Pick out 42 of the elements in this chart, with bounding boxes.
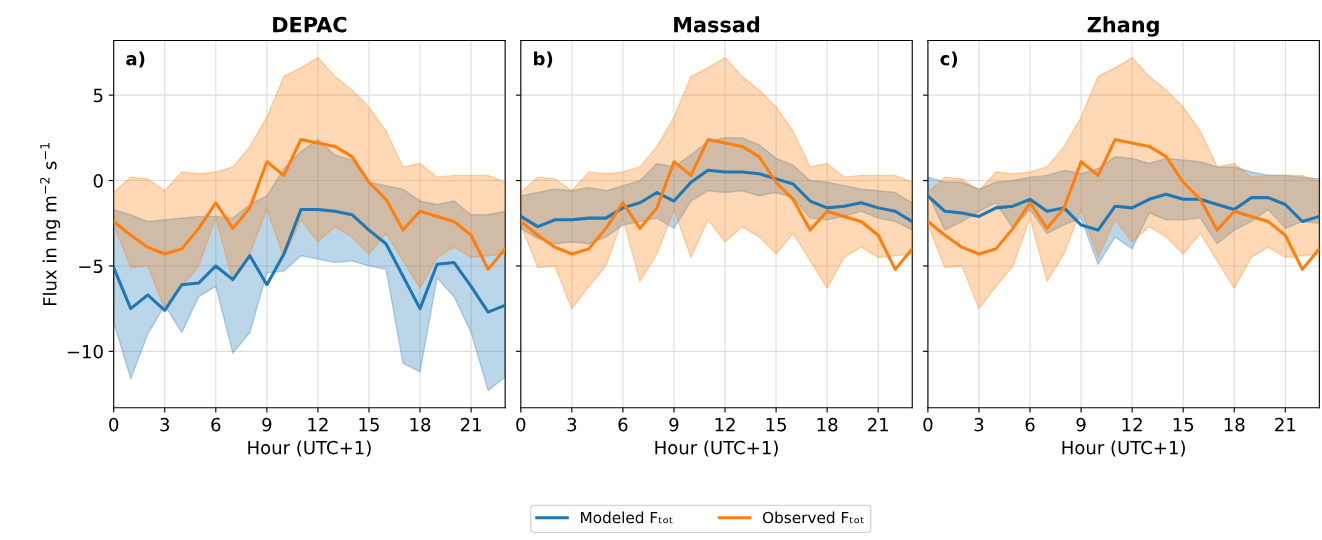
- x-axis-title: Hour (UTC+1): [1062, 440, 1185, 457]
- x-tick-label: 3: [160, 417, 170, 432]
- chart-title: Massad: [674, 16, 760, 33]
- chart-title: DEPAC: [273, 16, 347, 33]
- x-tick-label: 15: [1173, 417, 1194, 432]
- x-axis-title: Hour (UTC+1): [655, 440, 778, 457]
- x-tick-label: 15: [359, 417, 379, 432]
- annotation: b): [534, 51, 553, 68]
- y-tick-label: −5: [79, 259, 103, 274]
- x-tick-label: 21: [868, 417, 889, 432]
- x-tick-label: 9: [262, 417, 272, 432]
- x-tick-label: 9: [669, 417, 679, 432]
- x-tick-label: 6: [211, 417, 221, 432]
- legend-label: Modeled Fₜₒₜ: [581, 511, 673, 524]
- x-tick-label: 6: [618, 417, 628, 432]
- x-tick-label: 12: [1122, 417, 1142, 432]
- x-tick-label: 3: [974, 417, 984, 432]
- x-axis-title: Hour (UTC+1): [248, 440, 371, 457]
- y-tick-label: 5: [93, 88, 103, 103]
- x-tick-label: 6: [1025, 417, 1035, 432]
- annotation: a): [126, 51, 145, 68]
- x-tick-label: 9: [1076, 417, 1086, 432]
- x-tick-label: 0: [923, 417, 933, 432]
- y-axis-title: Flux in ng m$^{−2}$ s$^{−1}$: [40, 143, 61, 306]
- line-series: [113, 138, 506, 271]
- x-tick-label: 12: [308, 417, 328, 432]
- y-tick-label: 0: [93, 174, 103, 188]
- chart-title: Zhang: [1087, 16, 1159, 37]
- line-series: [113, 208, 506, 314]
- x-tick-label: 12: [715, 417, 735, 432]
- x-tick-label: 15: [766, 417, 786, 432]
- y-tick-label: −10: [67, 344, 103, 359]
- x-tick-label: 21: [1275, 417, 1296, 432]
- x-tick-label: 18: [1224, 417, 1245, 432]
- x-tick-label: 3: [567, 417, 577, 432]
- annotation: c): [940, 51, 958, 68]
- x-tick-label: 0: [109, 417, 119, 432]
- x-tick-label: 21: [460, 417, 481, 432]
- x-tick-label: 18: [410, 417, 431, 432]
- x-tick-label: 18: [817, 417, 838, 432]
- x-tick-label: 0: [516, 417, 526, 432]
- legend-label: Observed Fₜₒₜ: [762, 511, 864, 524]
